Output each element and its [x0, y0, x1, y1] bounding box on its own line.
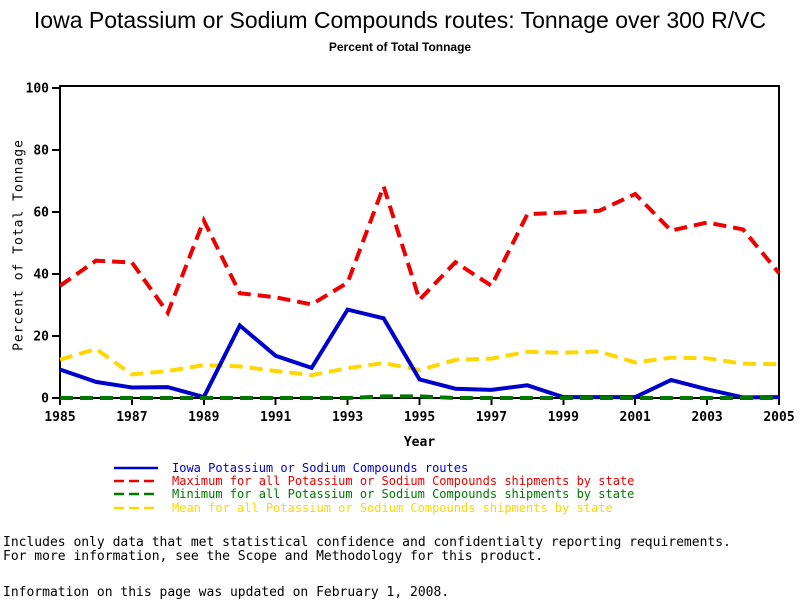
legend-label: Mean for all Potassium or Sodium Compoun…	[172, 500, 613, 515]
x-tick-label: 2003	[691, 410, 722, 425]
x-tick-label: 1995	[404, 410, 435, 425]
legend-label: Iowa Potassium or Sodium Compounds route…	[172, 460, 469, 475]
y-tick-label: 100	[26, 82, 50, 97]
x-axis-label: Year	[403, 435, 436, 450]
footnotes: Includes only data that met statistical …	[3, 536, 731, 563]
legend-item: Maximum for all Potassium or Sodium Comp…	[114, 474, 635, 489]
legend-dashed-line-icon	[114, 491, 158, 497]
legend-dashed-line-icon	[114, 505, 158, 511]
x-tick-label: 1989	[188, 410, 219, 425]
legend-dashed-line-icon	[114, 478, 158, 484]
x-tick-label: 1993	[332, 410, 363, 425]
x-tick-label: 1999	[548, 410, 579, 425]
x-tick-label: 1991	[260, 410, 291, 425]
y-tick-label: 40	[33, 268, 49, 283]
y-tick-label: 0	[41, 392, 49, 407]
series-line-3	[59, 346, 780, 378]
x-tick-label: 2005	[763, 410, 794, 425]
legend-label: Maximum for all Potassium or Sodium Comp…	[172, 474, 635, 489]
footnote-line-1: Includes only data that met statistical …	[3, 535, 731, 550]
y-tick-label: 60	[33, 206, 49, 221]
legend: Iowa Potassium or Sodium Compounds route…	[114, 461, 634, 515]
chart-subtitle: Percent of Total Tonnage	[328, 40, 472, 54]
series-line-0	[59, 307, 780, 400]
legend-item: Mean for all Potassium or Sodium Compoun…	[114, 500, 634, 515]
chart-title: Iowa Potassium or Sodium Compounds route…	[33, 7, 767, 33]
x-tick-label: 1985	[44, 410, 75, 425]
y-tick-label: 20	[33, 330, 49, 345]
legend-item: Iowa Potassium or Sodium Compounds route…	[114, 460, 634, 475]
legend-solid-line-icon	[114, 465, 158, 471]
legend-item: Minimum for all Potassium or Sodium Comp…	[114, 487, 635, 502]
y-tick-label: 80	[33, 144, 49, 159]
footnote-line-2: For more information, see the Scope and …	[3, 548, 544, 564]
legend-label: Minimum for all Potassium or Sodium Comp…	[172, 487, 635, 502]
series-line-1	[58, 180, 781, 317]
plot-border	[59, 85, 780, 399]
x-tick-label: 2001	[620, 410, 651, 425]
x-tick-label: 1987	[116, 410, 147, 425]
x-tick-label: 1997	[476, 410, 507, 425]
updated-note: Information on this page was updated on …	[3, 585, 450, 600]
